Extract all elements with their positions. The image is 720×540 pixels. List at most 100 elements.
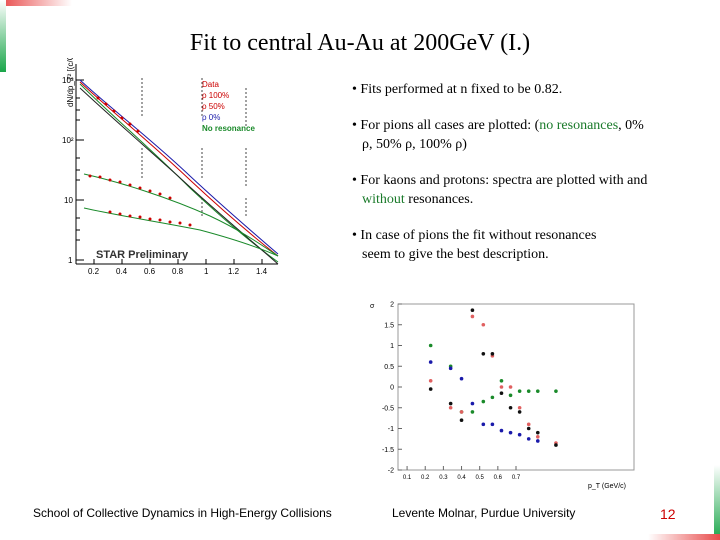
spectra-xtick: 1.4 — [256, 267, 268, 276]
scatter-ytick-label: 0 — [390, 385, 394, 392]
scatter-xtick-label: 0.3 — [439, 475, 448, 481]
scatter-xlabel: p_T (GeV/c) — [588, 483, 626, 490]
scatter-point — [459, 410, 464, 414]
scatter-xtick-label: 0.1 — [403, 475, 412, 481]
scatter-xtick-label: 0.6 — [494, 475, 503, 481]
bullet-1-text: • Fits performed at n fixed to be 0.82. — [352, 82, 563, 97]
spectra-ylabel: dN/dp_T² [(c/GeV)²] — [66, 58, 75, 107]
scatter-point — [448, 401, 453, 406]
scatter-point — [499, 391, 504, 396]
scatter-point — [481, 422, 486, 427]
scatter-point — [526, 426, 531, 431]
scatter-point — [499, 428, 504, 433]
scatter-point — [490, 352, 495, 356]
deviation-scatter-plot: 2 1.5 1 0.5 0 -0.5 -1 -1.5 -2 0.1 0.2 0.3 0.4 0.5 0.6 0… — [362, 298, 644, 494]
bullet-3-green: without — [362, 192, 405, 207]
scatter-point — [499, 385, 504, 389]
scatter-point — [490, 422, 495, 427]
scatter-point — [508, 405, 513, 410]
corner-decoration-left — [0, 0, 6, 72]
scatter-ylabel: σ — [370, 303, 375, 310]
scatter-point — [459, 376, 464, 381]
scatter-point — [470, 314, 475, 319]
spectra-xtick: 1 — [204, 267, 209, 276]
spectra-ytick: 10 — [64, 196, 73, 205]
scatter-point — [554, 443, 558, 447]
scatter-point — [459, 418, 464, 422]
scatter-ytick-label: -1.5 — [382, 447, 394, 454]
bullet-2: • For pions all cases are plotted: (no r… — [352, 116, 712, 154]
bullet-2-line2: ρ, 50% ρ, 100% ρ) — [362, 137, 467, 152]
scatter-point — [428, 378, 433, 383]
corner-decoration-top — [0, 0, 72, 6]
bullet-1: • Fits performed at n fixed to be 0.82. — [352, 80, 712, 99]
bullet-list: • Fits performed at n fixed to be 0.82. … — [352, 80, 712, 281]
slide-title: Fit to central Au-Au at 200GeV (I.) — [189, 30, 531, 56]
scatter-point — [526, 437, 531, 441]
scatter-ytick-label: 1 — [390, 343, 394, 350]
scatter-point — [535, 439, 540, 443]
corner-decoration-bottom — [648, 534, 720, 540]
spectra-legend-rho0: ρ 0% — [202, 113, 220, 122]
scatter-point — [508, 385, 513, 389]
scatter-xtick-label: 0.4 — [457, 475, 466, 481]
bullet-2-green: no resonances — [539, 118, 619, 133]
spectra-plot: dN/dp_T² [(c/GeV)²] 10³ 10² 10 1 0.2 0.4… — [50, 58, 282, 280]
scatter-point — [481, 322, 486, 327]
spectra-xtick: 0.2 — [88, 267, 100, 276]
spectra-legend-noresonance: No resonance — [202, 124, 255, 133]
scatter-point — [535, 430, 540, 435]
spectra-xtick: 0.6 — [144, 267, 156, 276]
scatter-point — [481, 352, 486, 356]
scatter-point — [470, 308, 475, 313]
scatter-point — [517, 405, 522, 410]
scatter-point — [517, 410, 522, 414]
scatter-ytick-label: -2 — [388, 468, 394, 475]
scatter-point — [448, 405, 453, 410]
spectra-legend-data: Data — [202, 80, 219, 89]
spectra-xtick: 0.8 — [172, 267, 184, 276]
spectra-ytick: 10² — [62, 136, 74, 145]
footer-school: School of Collective Dynamics in High-En… — [33, 506, 332, 520]
scatter-point — [490, 395, 495, 400]
bullet-3-line1: • For kaons and protons: spectra are plo… — [352, 173, 648, 188]
scatter-point — [428, 387, 433, 391]
corner-decoration-right — [714, 465, 720, 540]
footer-author: Levente Molnar, Purdue University — [392, 506, 576, 520]
spectra-ytick: 1 — [68, 256, 73, 265]
scatter-point — [428, 343, 433, 348]
scatter-xtick-label: 0.5 — [476, 475, 485, 481]
scatter-xtick-label: 0.2 — [421, 475, 430, 481]
bullet-2-post: , 0% — [618, 118, 644, 133]
spectra-legend-rho100: ρ 100% — [202, 91, 229, 100]
scatter-point — [428, 360, 433, 364]
bullet-3-post: resonances. — [404, 192, 474, 207]
scatter-point — [517, 432, 522, 437]
scatter-point — [470, 401, 475, 406]
spectra-xtick: 1.2 — [228, 267, 240, 276]
scatter-ytick-label: 0.5 — [384, 364, 394, 371]
scatter-point — [526, 422, 531, 427]
spectra-legend-rho50: ρ 50% — [202, 102, 225, 111]
scatter-point — [517, 389, 522, 393]
scatter-point — [535, 435, 540, 439]
bullet-3: • For kaons and protons: spectra are plo… — [352, 171, 712, 209]
bullet-4: • In case of pions the fit without reson… — [352, 226, 712, 264]
scatter-point — [470, 410, 475, 414]
spectra-xtick: 0.4 — [116, 267, 128, 276]
scatter-point — [499, 378, 504, 383]
scatter-ytick-label: -0.5 — [382, 405, 394, 412]
scatter-xtick-label: 0.7 — [512, 475, 521, 481]
scatter-point — [554, 389, 558, 393]
scatter-ytick-label: -1 — [388, 426, 394, 433]
scatter-point — [448, 366, 453, 371]
scatter-point — [481, 399, 486, 404]
spectra-ytick: 10³ — [62, 76, 74, 85]
scatter-point — [508, 430, 513, 435]
page-number: 12 — [660, 506, 676, 522]
scatter-point — [526, 389, 531, 393]
scatter-ytick-label: 1.5 — [384, 322, 394, 329]
scatter-point — [535, 389, 540, 393]
star-preliminary-watermark: STAR Preliminary — [96, 249, 189, 261]
bullet-4-line1: • In case of pions the fit without reson… — [352, 228, 597, 243]
